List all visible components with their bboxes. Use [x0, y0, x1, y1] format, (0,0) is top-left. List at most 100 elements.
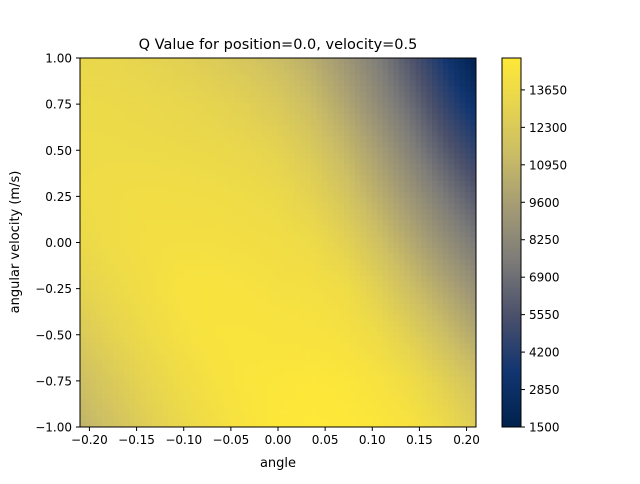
heatmap-cell — [85, 359, 92, 367]
heatmap-cell — [140, 113, 147, 121]
heatmap-cell — [371, 393, 378, 400]
heatmap-cell — [470, 197, 476, 204]
heatmap-cell — [261, 359, 268, 367]
heatmap-cell — [344, 158, 351, 165]
heatmap-cell — [234, 309, 241, 316]
heatmap-cell — [448, 421, 455, 427]
heatmap-cell — [107, 214, 114, 221]
heatmap-cell — [459, 292, 466, 300]
heatmap-cell — [344, 387, 351, 395]
heatmap-cell — [201, 287, 208, 294]
heatmap-cell — [437, 382, 444, 389]
heatmap-cell — [366, 348, 373, 355]
heatmap-cell — [278, 74, 285, 81]
heatmap-cell — [459, 326, 466, 333]
heatmap-cell — [404, 248, 411, 255]
heatmap-cell — [162, 125, 169, 132]
heatmap-cell — [371, 248, 378, 255]
heatmap-cell — [162, 326, 169, 333]
heatmap-cell — [206, 58, 213, 65]
heatmap-cell — [432, 359, 439, 367]
heatmap-cell — [338, 365, 345, 372]
heatmap-cell — [333, 359, 340, 367]
heatmap-cell — [283, 292, 290, 300]
heatmap-cell — [267, 421, 274, 427]
heatmap-cell — [179, 80, 186, 87]
heatmap-cell — [162, 354, 169, 361]
heatmap-cell — [135, 376, 142, 383]
heatmap-cell — [195, 80, 202, 87]
heatmap-cell — [283, 197, 290, 204]
heatmap-cell — [459, 225, 466, 232]
heatmap-cell — [195, 141, 202, 149]
heatmap-cell — [135, 259, 142, 266]
heatmap-cell — [140, 343, 147, 350]
heatmap-cell — [333, 220, 340, 227]
heatmap-cell — [85, 264, 92, 272]
heatmap-cell — [195, 399, 202, 406]
heatmap-cell — [371, 242, 378, 249]
heatmap-cell — [443, 315, 450, 322]
heatmap-cell — [426, 264, 433, 272]
heatmap-cell — [377, 404, 384, 411]
heatmap-cell — [454, 203, 461, 210]
heatmap-cell — [168, 74, 175, 81]
heatmap-cell — [360, 169, 367, 177]
heatmap-cell — [80, 181, 87, 188]
heatmap-cell — [173, 80, 180, 87]
heatmap-cell — [140, 147, 147, 154]
heatmap-cell — [179, 287, 186, 294]
heatmap-cell — [432, 169, 439, 177]
heatmap-cell — [371, 281, 378, 288]
heatmap-cell — [393, 287, 400, 294]
heatmap-cell — [426, 91, 433, 98]
heatmap-cell — [459, 315, 466, 322]
heatmap-cell — [410, 203, 417, 210]
heatmap-cell — [267, 130, 274, 137]
heatmap-cell — [415, 175, 422, 182]
heatmap-cell — [267, 292, 274, 300]
heatmap-cell — [311, 242, 318, 249]
heatmap-cell — [388, 130, 395, 137]
heatmap-cell — [157, 203, 164, 210]
heatmap-cell — [195, 292, 202, 300]
heatmap-cell — [432, 264, 439, 272]
heatmap-cell — [421, 331, 428, 339]
heatmap-cell — [234, 315, 241, 322]
heatmap-cell — [272, 387, 279, 395]
heatmap-cell — [382, 141, 389, 149]
heatmap-cell — [239, 270, 246, 277]
heatmap-cell — [267, 320, 274, 327]
heatmap-cell — [465, 309, 472, 316]
heatmap-cell — [289, 225, 296, 232]
heatmap-cell — [344, 354, 351, 361]
heatmap-cell — [382, 382, 389, 389]
heatmap-cell — [223, 304, 230, 311]
heatmap-cell — [173, 281, 180, 288]
heatmap-cell — [465, 102, 472, 109]
heatmap-cell — [223, 186, 230, 193]
heatmap-cell — [322, 58, 329, 65]
heatmap-cell — [421, 169, 428, 177]
heatmap-cell — [327, 387, 334, 395]
heatmap-cell — [184, 343, 191, 350]
heatmap-cell — [212, 197, 219, 204]
heatmap-cell — [245, 208, 252, 216]
heatmap-cell — [135, 203, 142, 210]
heatmap-cell — [195, 348, 202, 355]
heatmap-cell — [206, 326, 213, 333]
heatmap-cell — [85, 130, 92, 137]
heatmap-cell — [371, 259, 378, 266]
heatmap-cell — [399, 80, 406, 87]
heatmap-cell — [283, 387, 290, 395]
heatmap-cell — [129, 343, 136, 350]
heatmap-cell — [245, 304, 252, 311]
heatmap-cell — [162, 393, 169, 400]
heatmap-cell — [316, 181, 323, 188]
heatmap-cell — [239, 113, 246, 121]
heatmap-cell — [349, 393, 356, 400]
heatmap-cell — [278, 399, 285, 406]
heatmap-cell — [179, 153, 186, 160]
heatmap-cell — [179, 136, 186, 143]
heatmap-cell — [388, 220, 395, 227]
